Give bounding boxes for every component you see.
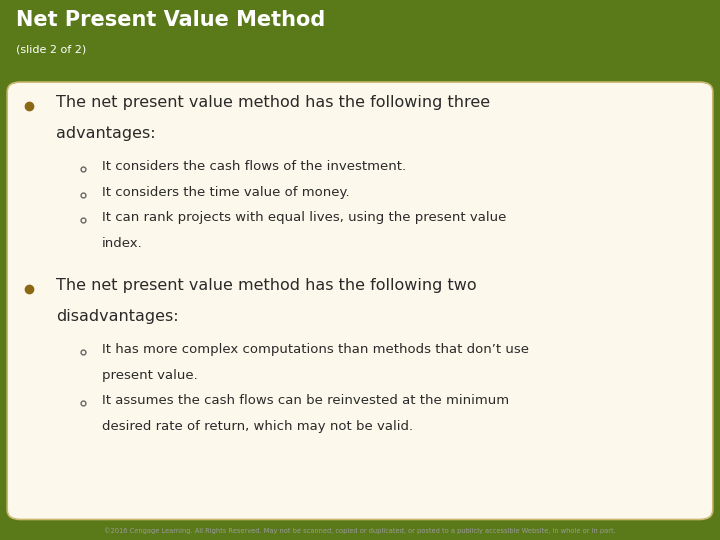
Text: desired rate of return, which may not be valid.: desired rate of return, which may not be… bbox=[102, 420, 413, 433]
Text: It assumes the cash flows can be reinvested at the minimum: It assumes the cash flows can be reinves… bbox=[102, 394, 509, 407]
Text: The net present value method has the following two: The net present value method has the fol… bbox=[56, 278, 477, 293]
Text: (slide 2 of 2): (slide 2 of 2) bbox=[16, 44, 86, 55]
Text: It has more complex computations than methods that don’t use: It has more complex computations than me… bbox=[102, 343, 529, 356]
Text: advantages:: advantages: bbox=[56, 126, 156, 141]
Text: disadvantages:: disadvantages: bbox=[56, 309, 179, 325]
Text: It considers the time value of money.: It considers the time value of money. bbox=[102, 186, 350, 199]
Text: The net present value method has the following three: The net present value method has the fol… bbox=[56, 95, 490, 110]
Bar bbox=[0, 0, 720, 80]
Text: present value.: present value. bbox=[102, 369, 198, 382]
Text: ©2016 Cengage Learning. All Rights Reserved. May not be scanned, copied or dupli: ©2016 Cengage Learning. All Rights Reser… bbox=[104, 527, 616, 534]
Text: It can rank projects with equal lives, using the present value: It can rank projects with equal lives, u… bbox=[102, 211, 507, 224]
Text: Net Present Value Method: Net Present Value Method bbox=[16, 10, 325, 30]
FancyBboxPatch shape bbox=[7, 82, 713, 519]
Text: index.: index. bbox=[102, 237, 143, 249]
Text: It considers the cash flows of the investment.: It considers the cash flows of the inves… bbox=[102, 160, 406, 173]
